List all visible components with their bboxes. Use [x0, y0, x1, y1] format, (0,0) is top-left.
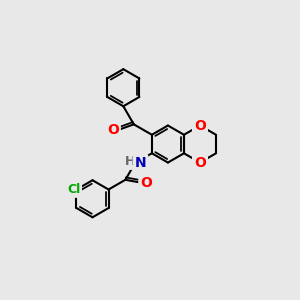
- Text: Cl: Cl: [67, 183, 80, 196]
- Text: H: H: [124, 155, 135, 168]
- Text: N: N: [135, 156, 146, 170]
- Text: O: O: [194, 118, 206, 133]
- Text: O: O: [194, 155, 206, 170]
- Text: O: O: [140, 176, 152, 190]
- Text: O: O: [107, 123, 119, 137]
